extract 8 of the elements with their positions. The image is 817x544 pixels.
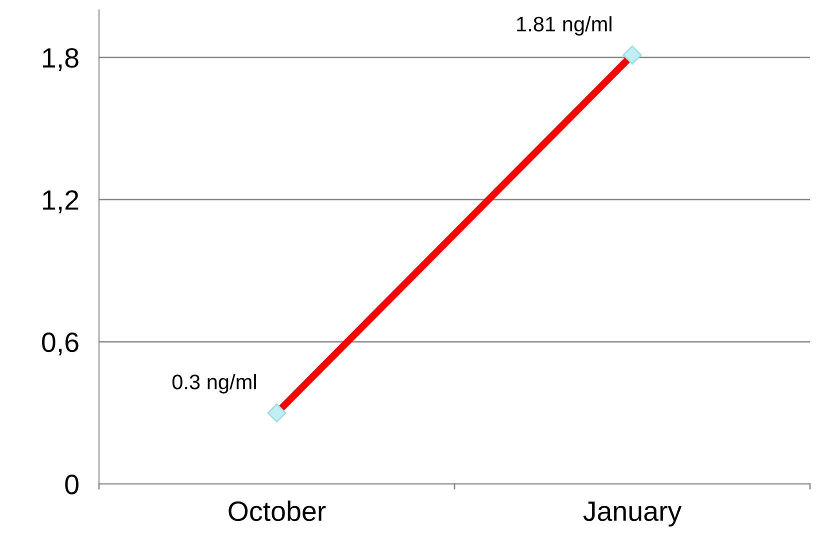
x-tick-label: January [583,502,682,527]
y-tick-label: 0 [65,474,78,494]
data-label: 0.3 ng/ml [172,374,256,394]
y-tick-label: 0,6 [42,332,78,356]
data-label: 1.81 ng/ml [517,16,612,36]
x-tick-label: October [228,500,326,522]
y-tick-label: 1,2 [43,190,78,214]
y-tick-label: 1,8 [43,48,78,72]
